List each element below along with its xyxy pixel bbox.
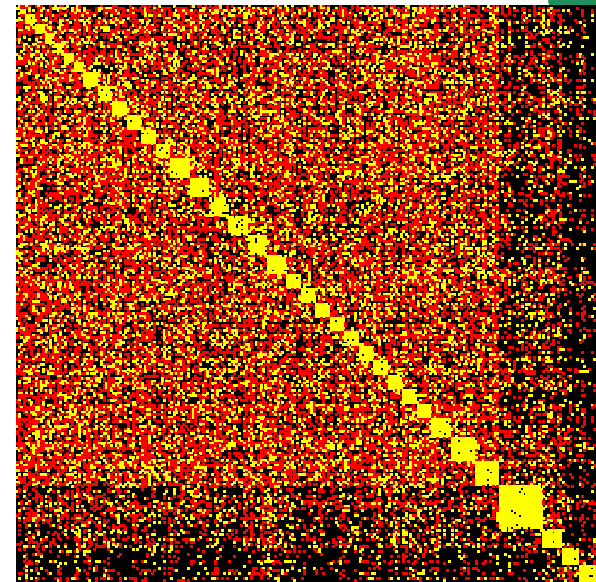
heatmap-canvas — [16, 5, 596, 582]
heatmap-frame — [16, 5, 596, 582]
